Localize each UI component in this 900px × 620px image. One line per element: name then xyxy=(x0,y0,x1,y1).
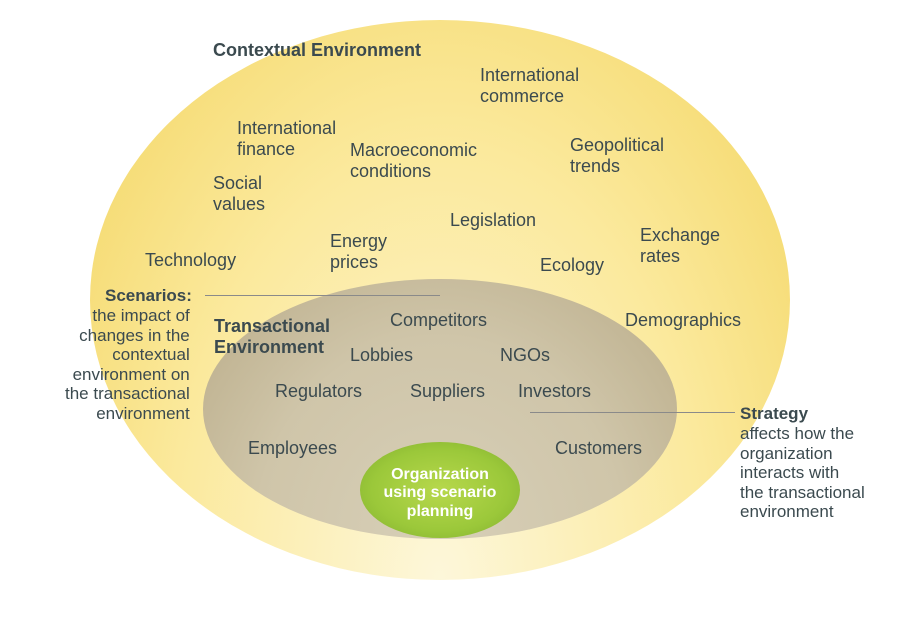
scenarios-callout-body: the impact of changes in the contextual … xyxy=(65,306,190,423)
transactional-item: Lobbies xyxy=(350,345,413,366)
contextual-item: Macroeconomic conditions xyxy=(350,140,477,181)
transactional-item: Suppliers xyxy=(410,381,485,402)
scenarios-connector-line xyxy=(205,295,440,296)
contextual-item: Social values xyxy=(213,173,265,214)
transactional-item: Customers xyxy=(555,438,642,459)
transactional-item: Investors xyxy=(518,381,591,402)
contextual-item: Legislation xyxy=(450,210,536,231)
contextual-item: Technology xyxy=(145,250,236,271)
strategy-connector-line xyxy=(530,412,735,413)
contextual-item: International finance xyxy=(237,118,336,159)
strategy-callout-title: Strategy xyxy=(740,404,808,424)
contextual-item: Exchange rates xyxy=(640,225,720,266)
strategy-callout-body: affects how the organization interacts w… xyxy=(740,424,865,522)
contextual-title: Contextual Environment xyxy=(213,40,421,61)
transactional-item: Employees xyxy=(248,438,337,459)
contextual-item: Demographics xyxy=(625,310,741,331)
scenarios-callout-title: Scenarios: xyxy=(105,286,192,306)
contextual-item: Ecology xyxy=(540,255,604,276)
contextual-item: Energy prices xyxy=(330,231,387,272)
organization-title: Organization using scenario planning xyxy=(340,466,540,521)
transactional-item: Competitors xyxy=(390,310,487,331)
contextual-item: Geopolitical trends xyxy=(570,135,664,176)
diagram-stage: Contextual Environment Transactional Env… xyxy=(0,0,900,620)
transactional-item: Regulators xyxy=(275,381,362,402)
transactional-title: Transactional Environment xyxy=(214,316,330,357)
contextual-item: International commerce xyxy=(480,65,579,106)
transactional-item: NGOs xyxy=(500,345,550,366)
